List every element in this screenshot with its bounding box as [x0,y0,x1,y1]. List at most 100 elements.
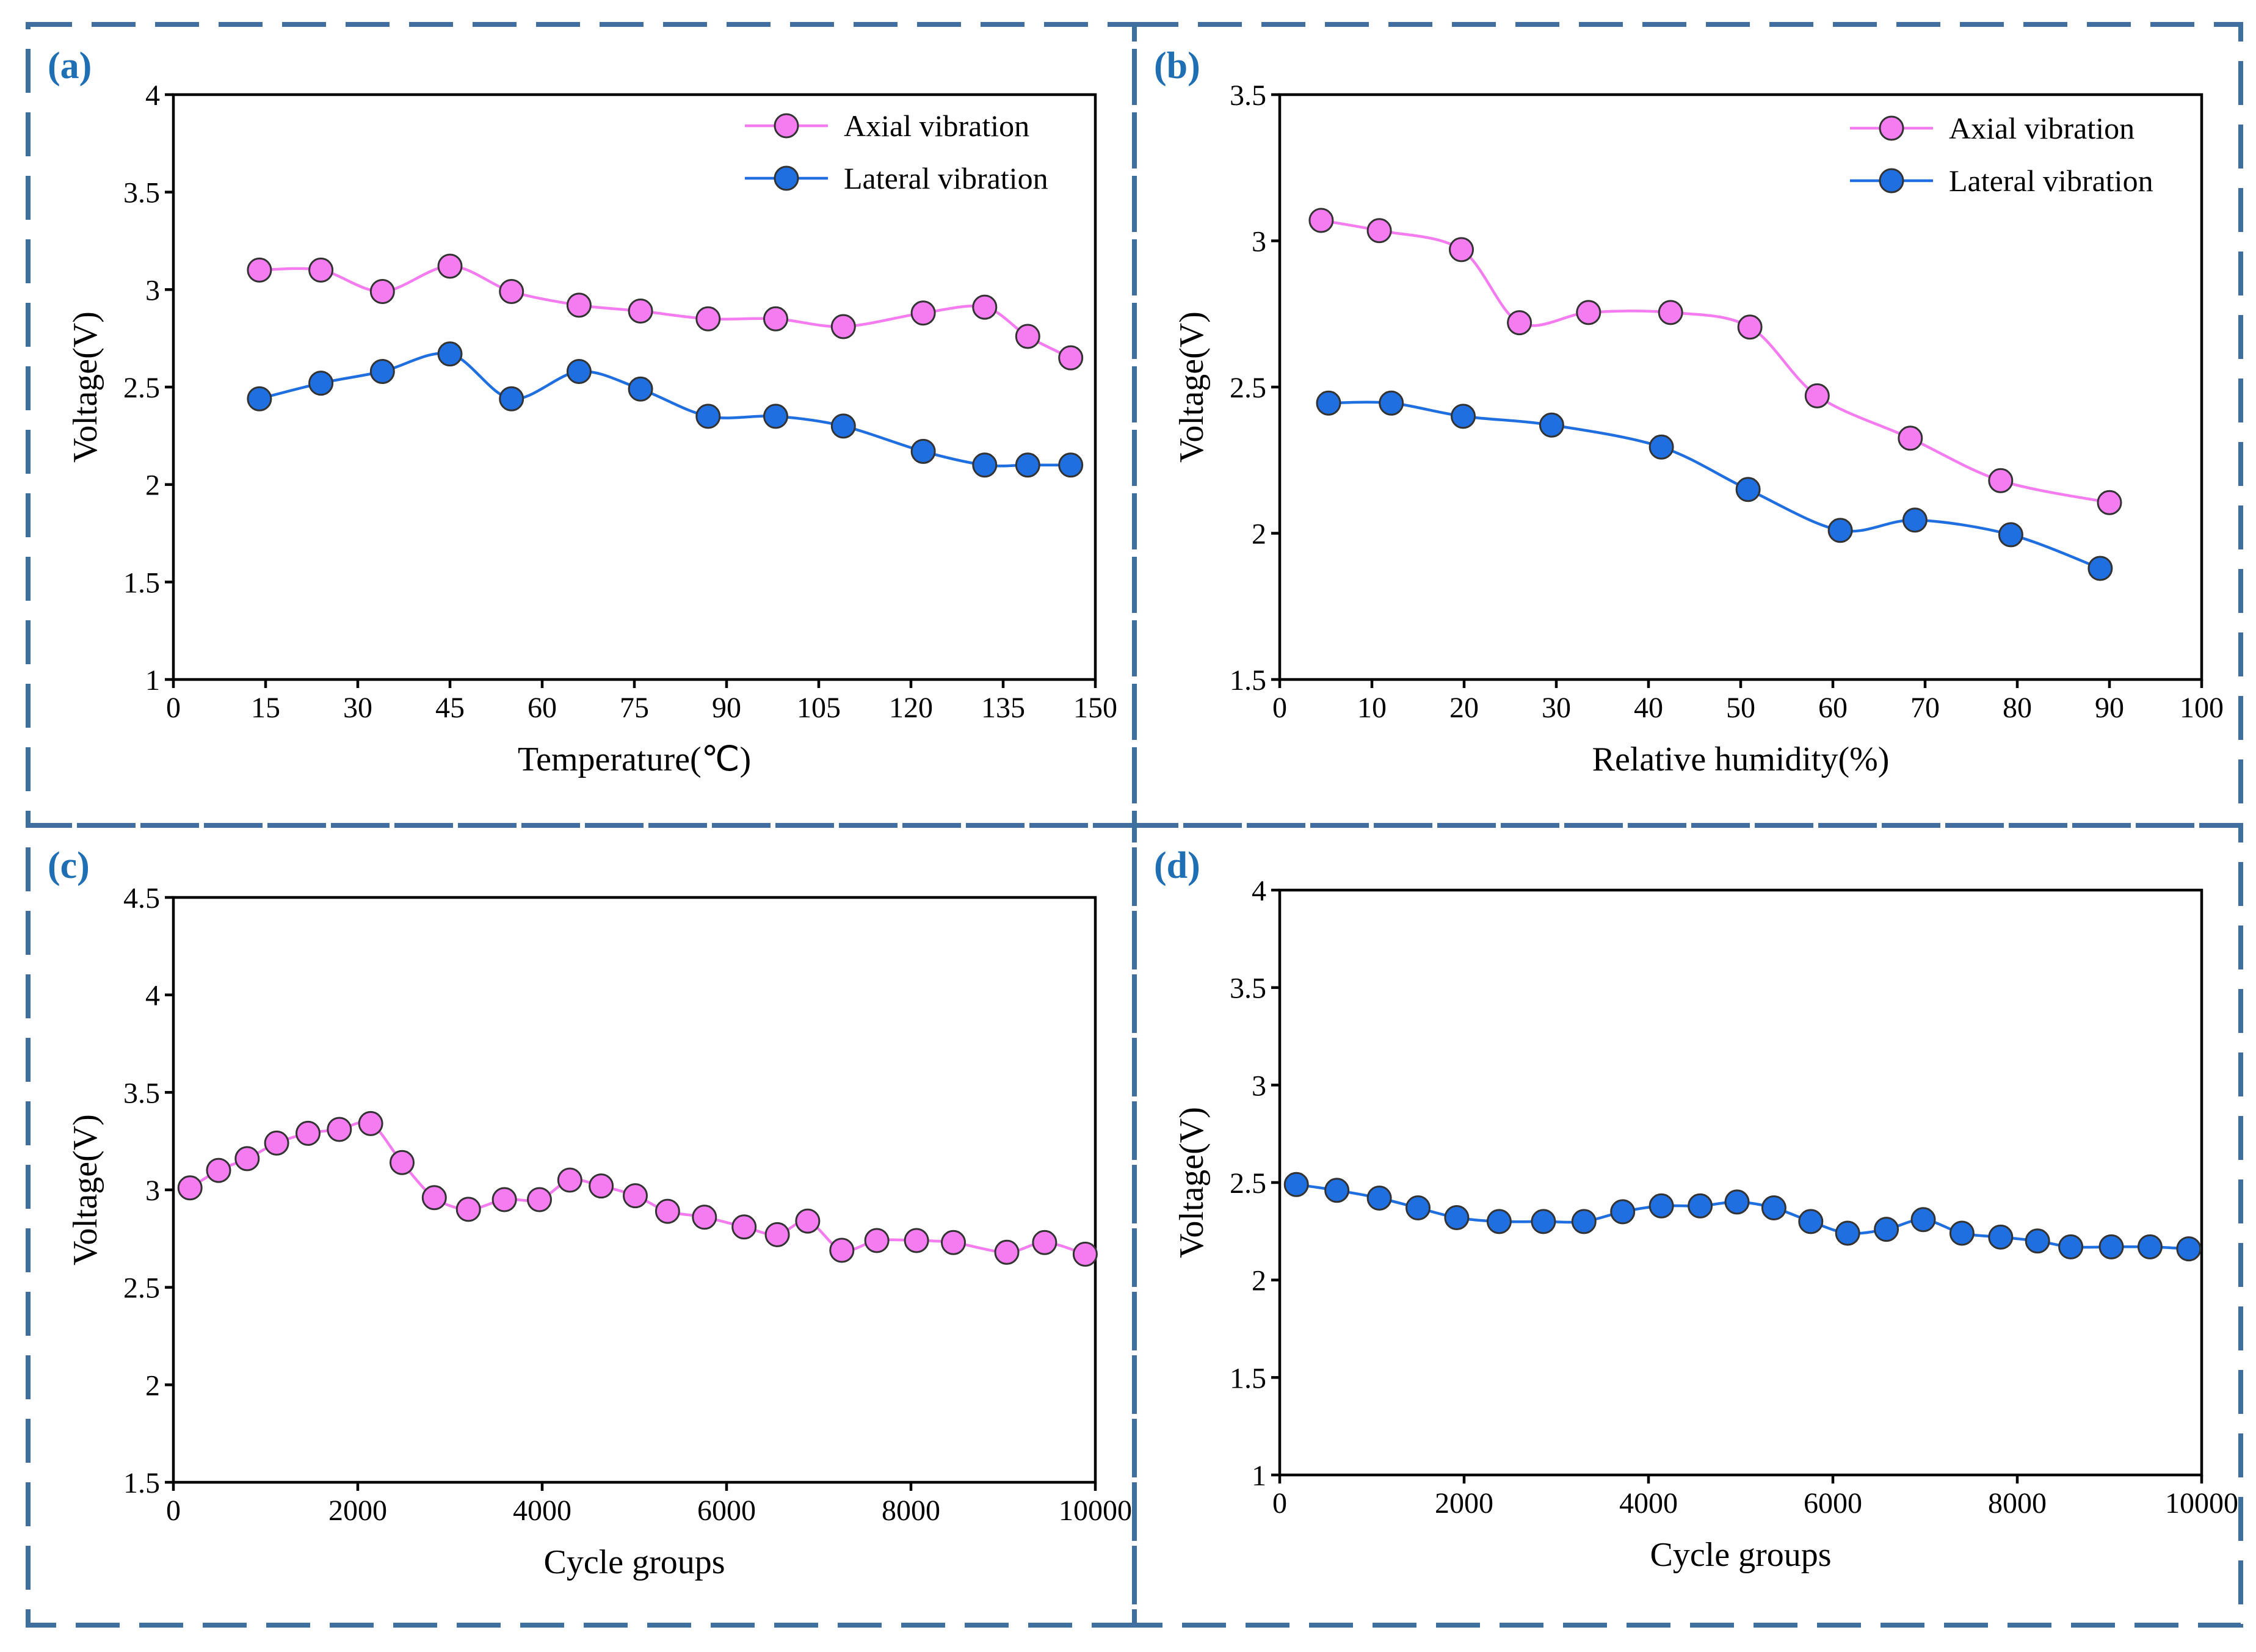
panel-b-lateral-point [1316,390,1341,416]
panel-c-axial-point [421,1185,447,1211]
panel-b-legend-lateral-marker [1879,168,1904,194]
panel-a-axial-point [763,306,788,331]
panel-d-lateral-point [1648,1193,1674,1219]
panel-d-y-tick-label: 2 [1252,1265,1266,1297]
panel-a-axial-point [369,279,395,304]
panel-a-y-tick-label: 3.5 [123,177,160,209]
panel-a-y-tick-label: 2 [145,469,160,502]
panel-b-axial-point [1737,314,1763,340]
panel-a-lateral-point [369,359,395,384]
panel-a-axial-point [499,279,524,304]
panel-a-legend-lateral-label: Lateral vibration [844,161,1048,195]
panel-b-axial-point [1988,468,2014,493]
panel-b-lateral-point [1379,390,1404,416]
panel-c-axial-point [177,1175,203,1201]
panel-d-lateral-point [1988,1224,2014,1250]
panel-c-x-tick-label: 2000 [328,1494,387,1527]
panel-c-axial-point [623,1183,648,1209]
panel-d-lateral-point [1531,1209,1556,1234]
panel-b-x-tick-label: 70 [1910,692,1940,724]
panel-d-lateral-point [1366,1186,1392,1211]
panel-a-y-tick-label: 1 [145,664,160,697]
panel-c-y-tick-label: 3.5 [123,1077,160,1109]
panel-b-axial-point [1366,218,1392,244]
panel-b-x-axis-title: Relative humidity(%) [1592,741,1890,778]
panel-a-axial-point [437,253,463,279]
panel-d-x-tick-label: 2000 [1435,1487,1493,1520]
panel-c-axial-point [829,1237,855,1263]
panel-d-y-tick-label: 3 [1252,1070,1266,1102]
frame-panel-c [26,823,1137,1628]
panel-b-legend-lateral-label: Lateral vibration [1949,164,2153,198]
panel-a-x-tick-label: 0 [166,692,181,724]
frame-panel-d [1132,823,2243,1628]
panel-b-x-tick-label: 0 [1272,692,1287,724]
panel-c-axial-point [390,1150,415,1175]
panel-c-x-tick-label: 4000 [513,1494,571,1527]
panel-a-axial-point [1015,324,1040,349]
panel-a-x-axis-title: Temperature(℃) [518,741,751,778]
panel-a-lateral-point [910,438,936,464]
panel-b-lateral-point [1998,522,2023,548]
panel-a-lateral-point [566,359,592,384]
panel-a: (a) Temperature(℃) Voltage(V) 0 15 30 45 60 7… [48,45,1117,778]
panel-b-lateral-point [1902,507,1928,533]
panel-d-lateral-point [1949,1220,1975,1246]
panel-c-y-tick-label: 1.5 [123,1467,160,1499]
panel-a-axial-point [695,306,721,331]
panel-b-lateral-point [1648,434,1674,460]
panel-a-lateral-point [763,404,788,429]
panel-d-lateral-point [1444,1205,1470,1230]
panel-d-y-tick-label: 2.5 [1230,1167,1266,1200]
panel-b-lateral-point [1539,412,1564,438]
panel-c-y-tick-label: 4.5 [123,882,160,915]
panel-c-y-tick-label: 3 [145,1175,160,1207]
panel-a-lateral-point [695,404,721,429]
dashed-panel-frames [26,22,2243,1628]
panel-c-y-axis-title: Voltage(V) [67,1114,104,1266]
panel-a-x-tick-label: 75 [620,692,649,724]
panel-a-x-tick-label: 150 [1073,692,1117,724]
panel-d-x-tick-label: 8000 [1988,1487,2047,1520]
panel-d-lateral-point [1571,1209,1597,1234]
panel-b-x-tick-label: 80 [2003,692,2032,724]
panel-c-axial-point [589,1173,614,1199]
panel-d-x-axis-title: Cycle groups [1650,1536,1831,1574]
panel-a-x-tick-label: 45 [435,692,465,724]
panel-a-lateral-point [972,452,998,478]
panel-d-lateral-point [2137,1234,2163,1259]
panel-c-axial-point [941,1230,966,1255]
panel-d-y-tick-label: 4 [1252,875,1266,907]
panel-a-label: (a) [48,45,92,87]
panel-d-y-tick-label: 1 [1252,1460,1266,1492]
panel-a-lateral-point [1058,452,1084,478]
panel-b: (b) Relative humidity(%) Voltage(V) 0 10 2… [1154,45,2224,778]
panel-d-lateral-point [1324,1178,1350,1203]
panel-d-x-tick-label: 4000 [1619,1487,1678,1520]
frame-panel-a [26,22,1137,828]
panel-d-lateral-point [1798,1209,1824,1234]
panel-c-axial-point [1072,1241,1098,1267]
panel-b-y-tick-label: 3.5 [1230,79,1266,112]
panel-a-lateral-point [830,413,856,439]
panel-a-lateral-point [437,341,463,367]
panel-b-axial-point [1898,426,1923,451]
panel-c-series [177,1110,1098,1267]
panel-d: (d) Cycle groups Voltage(V) 0 2000 4000 600… [1154,845,2238,1574]
panel-d-lateral-point [1486,1209,1512,1234]
panel-b-y-tick-label: 2 [1252,518,1266,551]
panel-b-lateral-series-line [1328,400,2101,570]
panel-b-legend-axial-label: Axial vibration [1949,111,2134,145]
panel-b-axial-point [1308,208,1334,233]
panel-b-x-tick-label: 60 [1818,692,1848,724]
panel-a-ticks: 0 15 30 45 60 75 90 105 120 135 150 1 1.5 2 2.5 3 3.5 4 [123,79,1117,724]
panel-b-axial-point [1658,300,1683,325]
panel-b-label: (b) [1154,45,1200,87]
panel-a-y-axis-title: Voltage(V) [67,311,104,463]
panel-b-legend-axial-marker [1879,115,1904,141]
panel-c-x-axis-title: Cycle groups [543,1543,725,1581]
panel-a-x-tick-label: 15 [251,692,280,724]
panel-c-axial-point [455,1197,481,1222]
panel-d-ticks: 0 2000 4000 6000 8000 10000 1 1.5 2 2.5 3 3.5 4 [1230,875,2238,1520]
panel-c-axial-point [655,1198,680,1224]
